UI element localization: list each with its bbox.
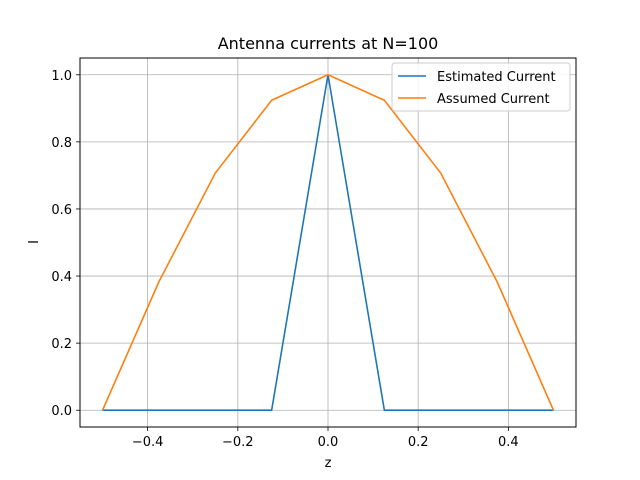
y-axis-label: I [27, 240, 42, 244]
series-layer [101, 73, 555, 412]
x-tick-label: 0.2 [408, 435, 429, 450]
x-axis-label: z [325, 456, 332, 471]
y-tick-label: 0.2 [51, 337, 72, 352]
legend-label-assumed-current: Assumed Current [437, 92, 550, 107]
y-tick-label: 0.0 [51, 404, 72, 419]
chart-title: Antenna currents at N=100 [218, 34, 439, 53]
x-tick-label: −0.2 [222, 435, 254, 450]
legend-label-estimated-current: Estimated Current [437, 70, 556, 85]
y-tick-label: 0.8 [51, 136, 72, 151]
x-tick-label: −0.4 [132, 435, 164, 450]
legend-box [391, 62, 571, 112]
y-axis: 0.0 0.2 0.4 0.6 0.8 1.0 [51, 69, 80, 419]
y-tick-label: 0.4 [51, 270, 72, 285]
y-tick-label: 1.0 [51, 69, 72, 84]
x-tick-label: 0.4 [498, 435, 519, 450]
assumed-current-line [101, 73, 555, 411]
x-tick-label: 0.0 [318, 435, 339, 450]
y-tick-label: 0.6 [51, 203, 72, 218]
legend: Estimated Current Assumed Current [391, 62, 571, 112]
x-axis: −0.4 −0.2 0.0 0.2 0.4 [132, 427, 519, 450]
